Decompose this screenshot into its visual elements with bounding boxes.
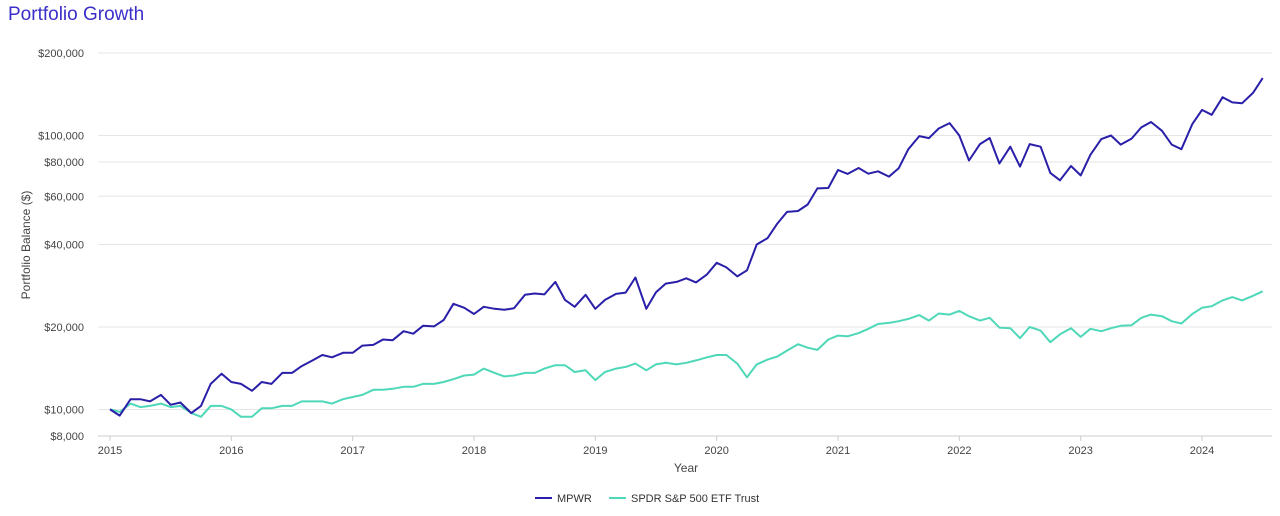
y-tick-label: $10,000 — [44, 404, 84, 416]
x-tick-label: 2016 — [219, 445, 243, 457]
x-tick-label: 2021 — [826, 445, 850, 457]
x-tick-label: 2022 — [947, 445, 971, 457]
x-tick-label: 2019 — [583, 445, 607, 457]
series-line — [109, 77, 1264, 417]
x-tick-label: 2020 — [704, 445, 728, 457]
legend: MPWR SPDR S&P 500 ETF Trust — [535, 493, 759, 505]
legend-label: MPWR — [557, 493, 592, 505]
series-line — [109, 290, 1264, 418]
y-axis-ticks: $8,000 $10,000 $20,000 $40,000 $60,000 $80,00… — [38, 48, 84, 443]
y-tick-label: $60,000 — [44, 191, 84, 203]
x-axis-ticks: 2015 2016 2017 2018 2019 2020 2021 2022 2023 2024 — [98, 436, 1214, 457]
gridlines — [98, 52, 1272, 410]
y-axis-label: Portfolio Balance ($) — [19, 191, 33, 300]
series-lines — [109, 77, 1264, 418]
x-tick-label: 2018 — [462, 445, 486, 457]
y-tick-label: $80,000 — [44, 157, 84, 169]
y-tick-label: $200,000 — [38, 48, 84, 60]
y-tick-label: $100,000 — [38, 130, 84, 142]
x-tick-label: 2017 — [340, 445, 364, 457]
x-tick-label: 2023 — [1068, 445, 1092, 457]
chart-title: Portfolio Growth — [8, 4, 145, 25]
x-tick-label: 2015 — [98, 445, 122, 457]
y-tick-label: $20,000 — [44, 322, 84, 334]
x-tick-label: 2024 — [1190, 445, 1214, 457]
y-tick-label: $40,000 — [44, 240, 84, 252]
x-axis-label: Year — [674, 461, 698, 475]
legend-label: SPDR S&P 500 ETF Trust — [631, 493, 759, 505]
y-tick-label: $8,000 — [50, 431, 84, 443]
